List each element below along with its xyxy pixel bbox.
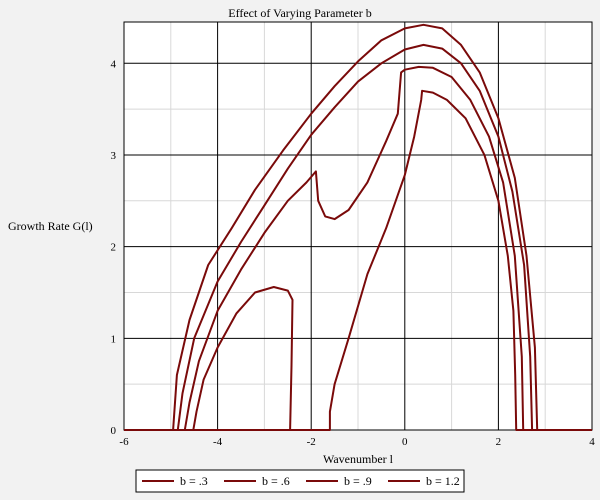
legend: b = .3 b = .6 b = .9 b = 1.2 [135, 469, 465, 493]
x-tick-label: 4 [589, 436, 595, 448]
legend-box [135, 469, 465, 493]
plot-frame [123, 21, 593, 431]
chart-title: Effect of Varying Parameter b [228, 6, 372, 20]
x-tick-label: -4 [213, 436, 223, 448]
x-tick-label: -6 [119, 436, 129, 448]
y-axis-label: Growth Rate G(l) [8, 219, 93, 233]
series-line [176, 43, 592, 431]
x-tick-label: 0 [402, 436, 408, 448]
legend-entry: b = .3 [180, 474, 208, 488]
y-tick-label: 4 [111, 58, 117, 70]
y-tick-label: 0 [111, 425, 117, 437]
x-axis-label: Wavenumber l [323, 452, 394, 466]
series-line [183, 65, 592, 431]
x-tick-label: -2 [307, 436, 316, 448]
y-tick-label: 1 [111, 333, 117, 345]
series-line [172, 23, 592, 431]
plot-area: -6 -4 -2 0 2 4 0 1 2 3 4 [111, 21, 595, 448]
y-tick-label: 3 [111, 150, 117, 162]
legend-entry: b = 1.2 [426, 474, 460, 488]
series-line [124, 89, 592, 431]
x-tick-label: 2 [496, 436, 502, 448]
y-tick-label: 2 [111, 242, 117, 254]
legend-entry: b = .6 [262, 474, 290, 488]
legend-entry: b = .9 [344, 474, 372, 488]
